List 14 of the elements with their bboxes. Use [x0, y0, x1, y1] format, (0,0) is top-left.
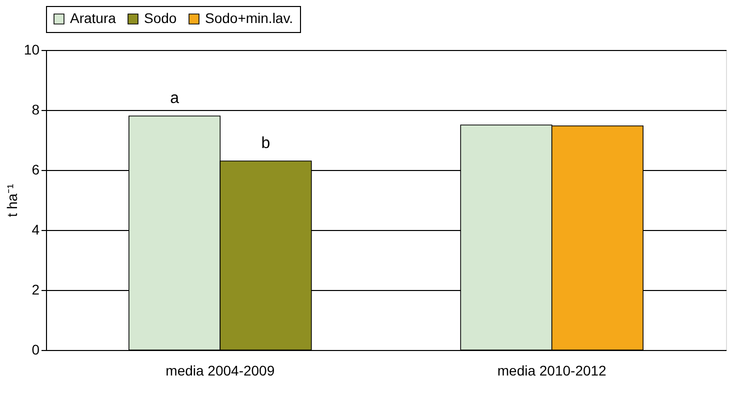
y-tick-label: 4 — [32, 222, 40, 238]
annotation: a — [170, 90, 180, 107]
y-tick-label: 8 — [32, 102, 40, 118]
x-tick-label: media 2004-2009 — [166, 362, 275, 378]
y-tick-label: 6 — [32, 162, 40, 178]
y-tick-label: 10 — [24, 42, 40, 58]
y-tick-label: 0 — [32, 342, 40, 358]
legend-label: Sodo — [144, 10, 177, 26]
y-tick-label: 2 — [32, 282, 40, 298]
annotation: b — [261, 135, 270, 152]
legend-label: Aratura — [70, 10, 116, 26]
y-axis-title: t ha⁻¹ — [4, 184, 20, 218]
x-tick-label: media 2010-2012 — [497, 362, 607, 378]
legend-label: Sodo+min.lav. — [205, 10, 294, 26]
